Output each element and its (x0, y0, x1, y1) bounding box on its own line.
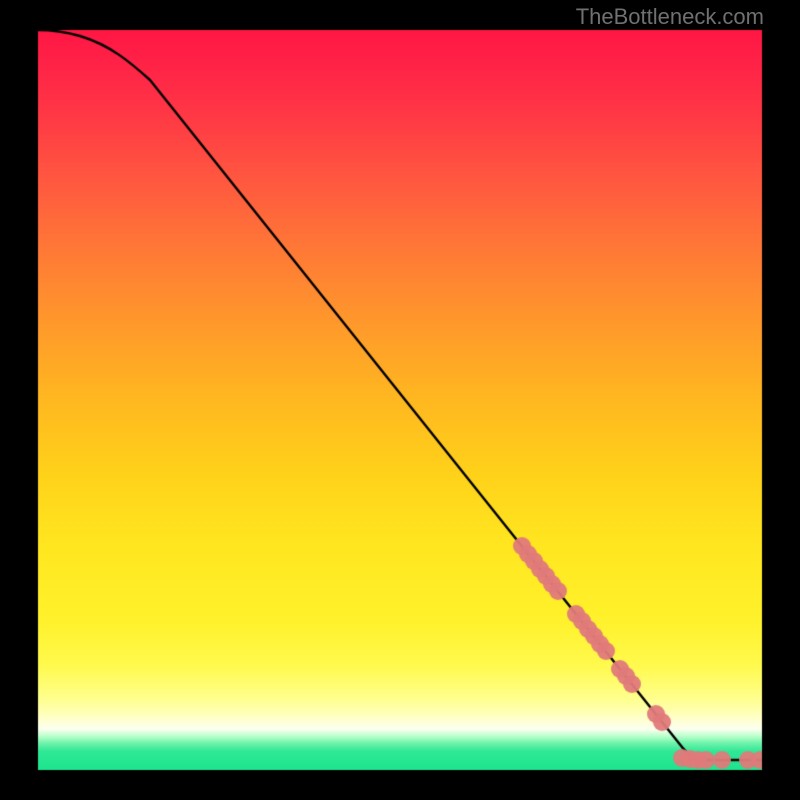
chart-root: TheBottleneck.com (0, 0, 800, 800)
watermark-label: TheBottleneck.com (576, 4, 764, 30)
bottleneck-curve-plot (0, 0, 800, 800)
